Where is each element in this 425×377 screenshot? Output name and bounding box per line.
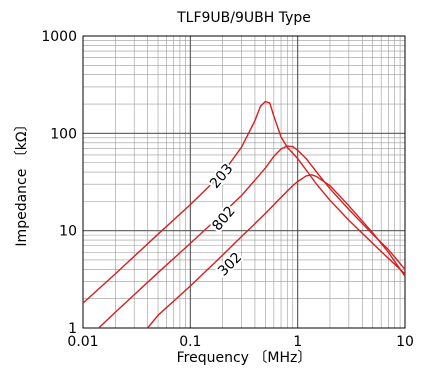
x-tick-label: 0.1 (179, 334, 201, 350)
x-axis-label: Frequency 〔MHz〕 (177, 350, 312, 366)
series-label-302: 302 (215, 249, 245, 279)
chart-title: TLF9UB/9UBH Type (176, 10, 311, 26)
y-tick-label: 10 (59, 224, 77, 240)
x-tick-label: 0.01 (67, 334, 98, 350)
series-layer (82, 100, 406, 329)
series-label-802: 802 (209, 203, 238, 234)
y-tick-label: 1000 (41, 29, 77, 45)
series-line-203 (82, 100, 406, 304)
series-label-203: 203 (207, 161, 236, 192)
x-tick-label: 1 (293, 334, 302, 350)
y-tick-label: 1 (68, 321, 77, 337)
grid-minor (83, 36, 405, 328)
tick-labels: 0.01 0.1 1 10 1 10 100 1000 (41, 29, 414, 350)
plot-frame (82, 35, 406, 329)
series-line-802 (98, 145, 406, 329)
y-tick-label: 100 (50, 126, 77, 142)
x-tick-label: 10 (396, 334, 414, 350)
grid-major (82, 35, 406, 329)
y-axis-label: Impedance 〔kΩ〕 (14, 117, 30, 246)
series-line-302 (147, 174, 406, 329)
series-labels: 203 802 302 (205, 159, 247, 282)
